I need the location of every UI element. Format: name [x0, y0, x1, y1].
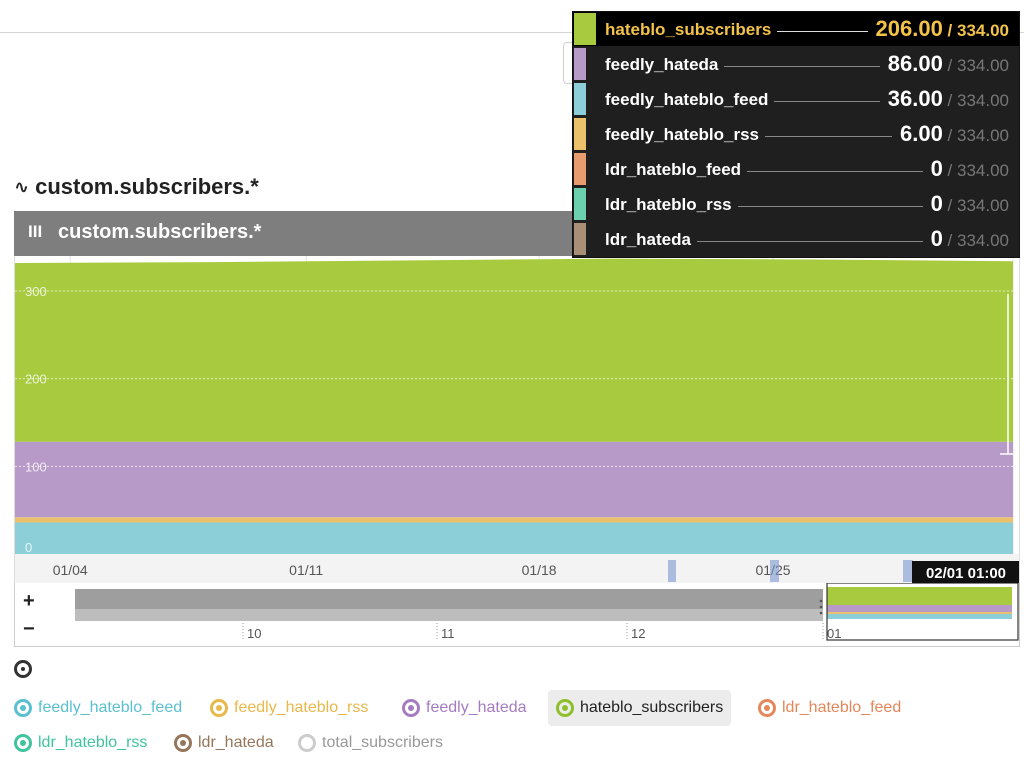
- legend-toggle-icon[interactable]: [298, 734, 316, 752]
- legend-toggle-icon[interactable]: [556, 699, 574, 717]
- legend-toggle-icon[interactable]: [210, 699, 228, 717]
- zoom-in-button[interactable]: +: [23, 590, 35, 612]
- zoom-out-button[interactable]: −: [23, 618, 35, 640]
- y-tick-label: 300: [25, 284, 47, 299]
- tooltip-series-name: feedly_hateblo_feed: [605, 90, 769, 109]
- navigator-selection: [826, 583, 1019, 641]
- tooltip-leader-line: [724, 66, 880, 67]
- tooltip-value: 206.00 / 334.00: [875, 16, 1009, 41]
- legend-toggle-icon[interactable]: [14, 699, 32, 717]
- tooltip-value: 0 / 334.00: [930, 226, 1009, 251]
- event-marker: [668, 560, 676, 582]
- legend-toggle-icon[interactable]: [14, 734, 32, 752]
- tooltip-value: 36.00 / 334.00: [887, 86, 1009, 111]
- legend-label: feedly_hateda: [426, 699, 527, 716]
- svg-text:02/01 01:00: 02/01 01:00: [926, 565, 1006, 582]
- tooltip-row-feedly_hateda: feedly_hateda 86.00 / 334.00: [573, 47, 1019, 81]
- hamburger-icon[interactable]: III: [28, 222, 43, 241]
- navigator-tick-label: 11: [441, 626, 455, 641]
- navigator-tick-label: 10: [247, 626, 261, 641]
- tooltip-leader-line: [774, 101, 880, 102]
- tooltip-row-feedly_hateblo_rss: feedly_hateblo_rss 6.00 / 334.00: [573, 117, 1019, 151]
- navigator-svg[interactable]: 10 11 12 01: [15, 583, 1019, 646]
- legend-item-feedly_hateblo_rss[interactable]: feedly_hateblo_rss: [210, 690, 368, 726]
- tooltip-leader-line: [777, 31, 868, 32]
- legend-label: feedly_hateblo_rss: [234, 699, 369, 716]
- event-marker: [903, 560, 913, 582]
- tooltip-series-name: feedly_hateblo_rss: [605, 125, 760, 144]
- y-tick-label: 0: [25, 540, 32, 555]
- tooltip-row-ldr_hateblo_rss: ldr_hateblo_rss 0 / 334.00: [573, 187, 1019, 221]
- tooltip-leader-line: [697, 241, 923, 242]
- tooltip-series-name: ldr_hateblo_feed: [605, 160, 742, 179]
- tooltip-color-swatch: [574, 118, 586, 150]
- x-tick-label: 01/18: [522, 562, 557, 578]
- legend-toggle-icon[interactable]: [174, 734, 192, 752]
- range-navigator[interactable]: + − 10 11 12 01: [14, 583, 1020, 647]
- area-feedly_hateda[interactable]: [15, 441, 1013, 518]
- legend-toggle-icon[interactable]: [758, 699, 776, 717]
- y-tick-label: 100: [25, 459, 47, 474]
- event-marker: [770, 560, 779, 582]
- legend-item-feedly_hateblo_feed[interactable]: feedly_hateblo_feed: [14, 690, 182, 726]
- tooltip-color-swatch: [574, 188, 586, 220]
- tooltip-color-swatch: [574, 83, 586, 115]
- metric-title: ∿ custom.subscribers.*: [14, 174, 259, 200]
- tooltip-row-hateblo_subscribers: hateblo_subscribers 206.00 / 334.00: [573, 12, 1019, 46]
- select-all-toggle-icon[interactable]: [14, 660, 32, 678]
- tooltip-color-swatch: [574, 153, 586, 185]
- tooltip-series-name: feedly_hateda: [605, 55, 719, 74]
- legend-item-ldr_hateda[interactable]: ldr_hateda: [174, 725, 274, 761]
- legend-item-total_subscribers[interactable]: total_subscribers: [298, 725, 443, 761]
- tooltip-leader-line: [747, 171, 923, 172]
- tooltip-color-swatch: [574, 48, 586, 80]
- legend-label: total_subscribers: [322, 734, 443, 751]
- tooltip-row-ldr_hateblo_feed: ldr_hateblo_feed 0 / 334.00: [573, 152, 1019, 186]
- area-hateblo_subscribers[interactable]: [15, 258, 1013, 442]
- legend-label: ldr_hateblo_feed: [782, 699, 902, 716]
- tooltip-value: 0 / 334.00: [930, 156, 1009, 181]
- top-divider: [0, 32, 1024, 33]
- tooltip-value: 86.00 / 334.00: [887, 51, 1009, 76]
- tooltip-series-name: ldr_hateblo_rss: [605, 195, 732, 214]
- wave-icon: ∿: [14, 176, 30, 197]
- metric-title-text: custom.subscribers.*: [35, 174, 259, 199]
- legend-label: hateblo_subscribers: [580, 699, 724, 716]
- hover-tooltip: hateblo_subscribers 206.00 / 334.00 feedly…: [572, 11, 1020, 258]
- x-tick-label: 01/04: [53, 562, 88, 578]
- navigator-tick-label: 12: [631, 626, 645, 641]
- hover-time-label: 02/01 01:00: [912, 561, 1019, 583]
- x-tick-label: 01/11: [289, 562, 323, 578]
- tooltip-value: 0 / 334.00: [930, 191, 1009, 216]
- legend-label: feedly_hateblo_feed: [38, 699, 183, 716]
- navigator-tick-label: 01: [827, 626, 841, 641]
- tooltip-series-name: ldr_hateda: [605, 230, 691, 249]
- legend-toggle-icon[interactable]: [402, 699, 420, 717]
- tooltip-row-ldr_hateda: ldr_hateda 0 / 334.00: [573, 222, 1019, 256]
- legend-label: ldr_hateda: [198, 734, 274, 751]
- legend-item-hateblo_subscribers[interactable]: hateblo_subscribers: [548, 690, 732, 726]
- tooltip-leader-line: [738, 206, 923, 207]
- legend-item-ldr_hateblo_feed[interactable]: ldr_hateblo_feed: [758, 690, 901, 726]
- area-feedly_hateblo_feed[interactable]: [15, 522, 1013, 554]
- y-tick-label: 200: [25, 372, 47, 387]
- area-feedly_hateblo_rss[interactable]: [15, 517, 1013, 523]
- tooltip-leader-line: [765, 136, 892, 137]
- tooltip-color-swatch: [574, 13, 596, 45]
- panel-title: custom.subscribers.*: [58, 221, 262, 243]
- tooltip-row-feedly_hateblo_feed: feedly_hateblo_feed 36.00 / 334.00: [573, 82, 1019, 116]
- tooltip-value: 6.00 / 334.00: [900, 121, 1009, 146]
- legend-item-feedly_hateda[interactable]: feedly_hateda: [402, 690, 527, 726]
- tooltip-color-swatch: [574, 223, 586, 255]
- legend-item-ldr_hateblo_rss[interactable]: ldr_hateblo_rss: [14, 725, 147, 761]
- legend-label: ldr_hateblo_rss: [38, 734, 148, 751]
- tooltip-series-name: hateblo_subscribers: [605, 20, 772, 39]
